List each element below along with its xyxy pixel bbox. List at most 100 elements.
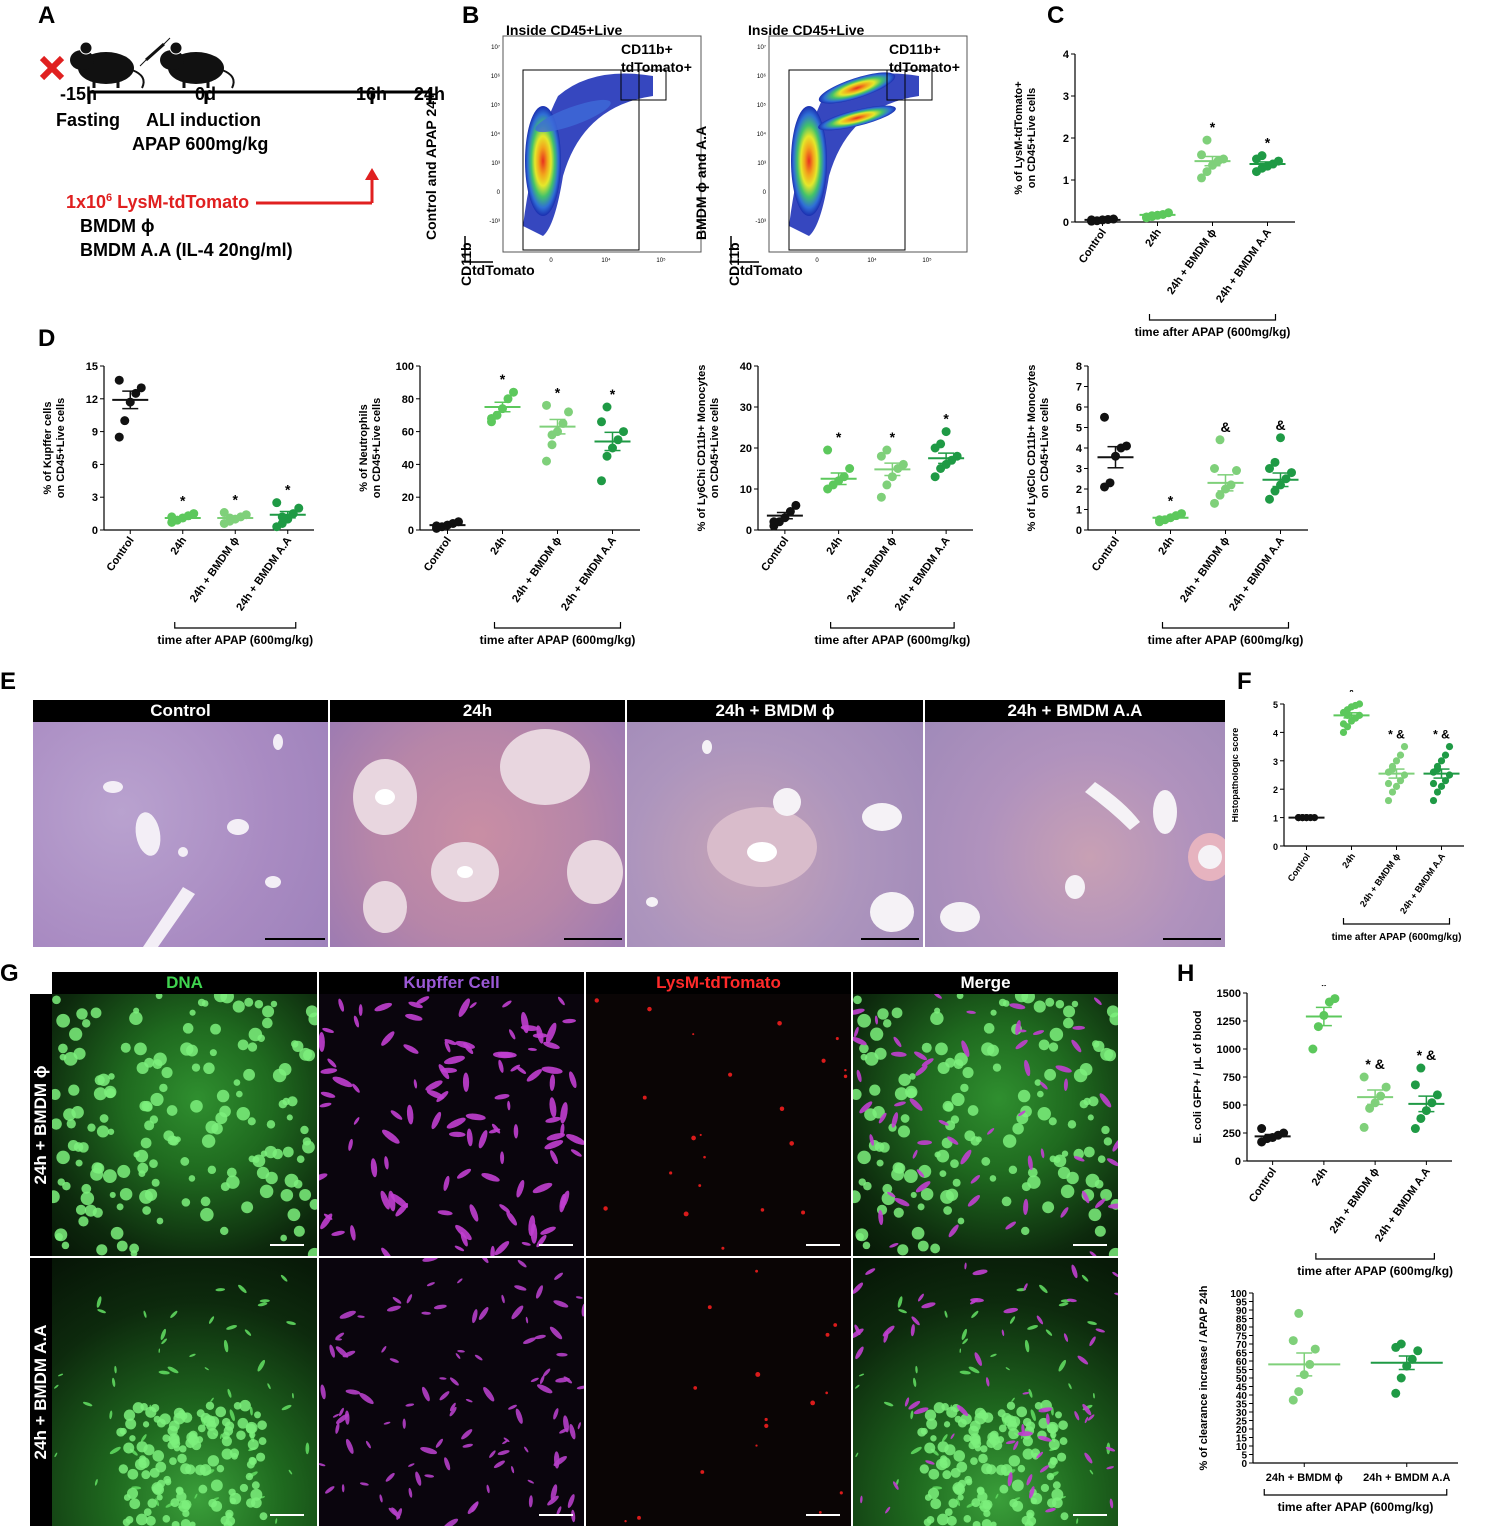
cell-signal [226,1175,240,1189]
cell-signal [129,1011,143,1026]
scale-bar [1073,1244,1107,1246]
cell-signal [150,1092,164,1107]
cell-signal [913,1407,929,1415]
chart-d2-svg: 0 20 40 60 80 100 % of Neutrophils on CD45+Live… [358,361,640,647]
cell-signal [379,1494,383,1503]
group-bracket-label: time after APAP (600mg/kg) [814,633,970,647]
cell-signal [853,1026,859,1038]
y-tick-label: 8 [1076,361,1082,373]
cell-signal [248,1155,256,1163]
data-point [1270,486,1280,496]
cell-signal [910,1410,914,1420]
cell-signal [910,1446,922,1455]
flow-tick-label: 10⁴ [491,131,501,138]
flow-tick-label: 10⁶ [757,73,767,80]
cell-signal [961,1040,970,1057]
cell-signal [959,1348,961,1353]
cell-signal [855,1452,859,1458]
cell-signal [420,1446,438,1455]
cell-signal [501,1294,505,1304]
cell-signal [962,1066,974,1079]
cell-signal [963,1515,972,1523]
cell-signal [882,1325,895,1337]
cell-signal [904,1397,910,1407]
cell-signal [970,1457,978,1465]
cell-signal [302,1140,315,1154]
panel-letter-h: H [1177,960,1195,987]
cell-signal [190,1099,203,1113]
cell-signal [120,1042,131,1053]
flow-tick-label: 10⁴ [601,257,611,264]
cell-signal [956,1498,961,1507]
data-point [1100,412,1109,422]
cell-signal [250,1497,262,1509]
cell-signal [1034,1402,1043,1410]
cell-signal [1022,1391,1030,1395]
cell-signal [1100,1047,1114,1061]
cell-signal [953,1059,964,1070]
y-axis-label: % of Ly6Chi CD11b+ Monocytes [696,365,708,532]
cell-signal [1109,1498,1114,1509]
group-bracket-label: time after APAP (600mg/kg) [480,633,636,647]
cell-signal [898,1073,911,1087]
x-tick-label: 24h + BMDM A.A [1363,1472,1450,1484]
cell-signal [1007,1472,1013,1487]
cell-signal [937,1441,949,1453]
cell-signal [699,1133,702,1137]
cell-signal [1028,1388,1033,1398]
cell-signal [764,1417,768,1422]
significance-marker: * [500,371,506,387]
data-point [1265,464,1274,473]
flow-tick-label: 10⁵ [922,257,932,264]
cell-signal [916,1169,925,1178]
cell-signal [267,1383,271,1390]
y-tick-label: 15 [1236,1434,1248,1445]
cell-signal [987,1432,999,1443]
y-tick-label: 5 [1241,1451,1247,1462]
data-point [509,387,518,397]
cell-signal [163,1475,171,1484]
cell-signal [52,1088,61,1100]
cell-signal [545,1116,562,1123]
y-tick-label: 3 [1273,757,1278,767]
cell-signal [500,1151,505,1165]
cell-signal [1051,1488,1064,1501]
y-tick-label: 20 [740,443,752,455]
cell-signal [960,1149,972,1165]
cell-signal [557,996,565,1006]
group-bracket-label: time after APAP (600mg/kg) [1148,633,1304,647]
cell-signal [859,1373,865,1377]
cell-signal [239,1399,251,1412]
cell-signal [305,1005,317,1018]
cell-signal [58,1043,68,1054]
flow-tick-label: 10⁵ [491,102,501,109]
cell-signal [669,1171,673,1175]
cell-signal [67,1139,79,1152]
data-point [454,517,463,527]
cell-signal [1037,1106,1051,1121]
cell-signal [162,1515,171,1523]
data-point [597,417,606,427]
cell-signal [383,1421,391,1425]
cell-signal [207,1165,217,1175]
cell-signal [254,1411,261,1419]
cell-signal [900,1114,910,1123]
cell-signal [155,1461,167,1473]
cell-signal [457,1278,463,1284]
cell-signal [446,1117,466,1129]
data-point [1376,1091,1386,1101]
cell-signal [1044,1068,1057,1081]
flow-density-band [818,72,896,104]
cell-signal [862,1241,871,1250]
cell-signal [950,1433,955,1440]
cell-signal [142,1421,150,1428]
scale-bar [265,938,325,940]
cell-signal [517,1259,527,1268]
cell-signal [114,1365,117,1374]
cell-signal [1087,1114,1094,1121]
cell-signal [494,1094,510,1100]
cell-signal [275,1518,278,1524]
cell-signal [893,1036,902,1048]
y-tick-label: 3 [1076,464,1082,476]
y-tick-label: 0 [1235,1156,1241,1168]
